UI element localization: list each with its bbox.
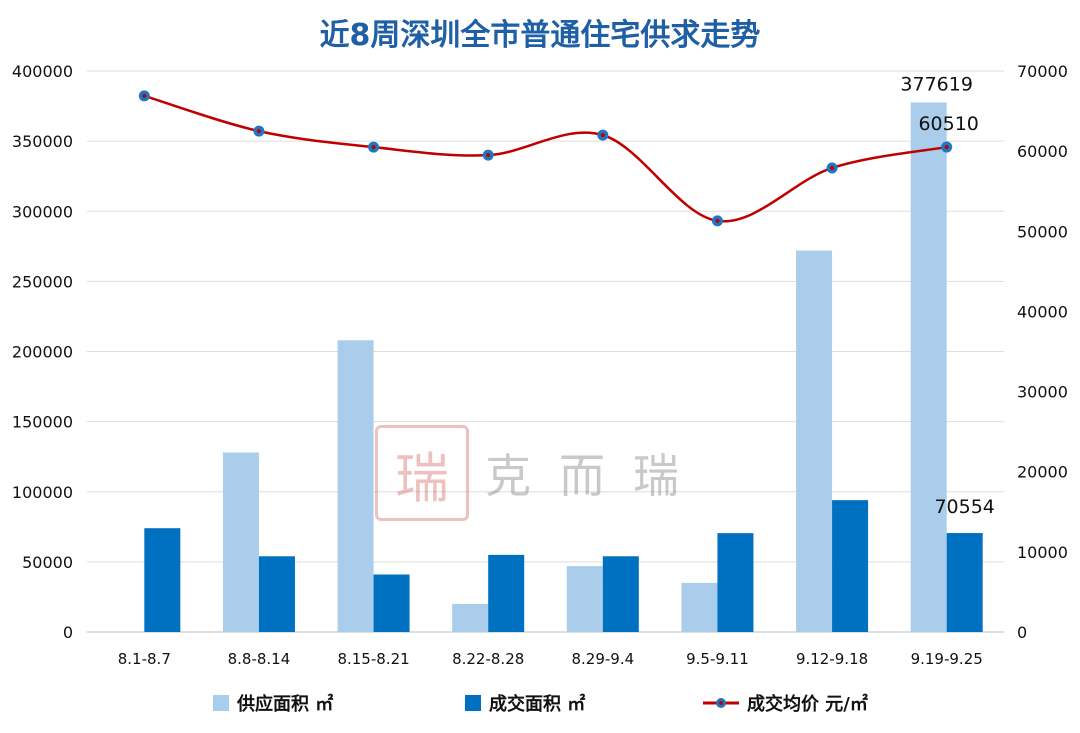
deal-bar [946,533,983,632]
deal-bar [602,556,639,632]
deal-bar [144,528,181,632]
right-axis-tick-label: 70000 [1017,62,1068,81]
deal-bar [488,554,525,632]
supply-bar [796,250,833,632]
left-axis-tick-label: 400000 [12,62,73,81]
legend-swatch [465,695,481,711]
price-point-center [600,133,605,138]
right-axis-tick-label: 30000 [1017,383,1068,402]
x-axis-tick-label: 9.5-9.11 [686,650,749,668]
deal-bar [717,533,754,632]
supply-bar [222,452,259,632]
watermark: 瑞 克而瑞 [375,425,707,521]
legend-label: 供应面积 ㎡ [237,694,334,715]
x-axis-tick-label: 8.29-9.4 [571,650,634,668]
x-axis-tick-label: 8.15-8.21 [337,650,409,668]
x-axis-tick-label: 8.1-8.7 [118,650,171,668]
right-axis-tick-label: 10000 [1017,543,1068,562]
data-label-supply: 377619 [900,73,973,95]
watermark-text: 克而瑞 [485,449,707,503]
deal-bar [258,556,295,632]
price-point-center [944,145,949,150]
data-label-price: 60510 [918,113,978,135]
legend-item-supply: 供应面积 ㎡ [213,690,333,716]
left-axis-tick-label: 200000 [12,343,73,362]
data-label-deal: 70554 [934,496,994,518]
price-point-center [371,145,376,150]
right-axis-tick-label: 50000 [1017,222,1068,241]
legend-item-deal: 成交面积 ㎡ [465,690,585,716]
legend-label: 成交面积 ㎡ [489,694,586,715]
supply-bar [681,582,718,632]
deal-bar [373,574,410,632]
left-axis-tick-label: 300000 [12,202,73,221]
price-line [143,94,947,223]
deal-bar [832,500,869,632]
left-axis-tick-label: 150000 [12,413,73,432]
price-point-center [715,218,720,223]
left-axis-tick-label: 100000 [12,483,73,502]
x-axis-tick-label: 8.22-8.28 [452,650,524,668]
right-axis-tick-label: 20000 [1017,463,1068,482]
price-point-center [142,93,147,98]
legend-label: 成交均价 元/㎡ [747,694,868,715]
price-point-center [256,129,261,134]
legend-swatch [213,695,229,711]
right-axis-tick-label: 60000 [1017,142,1068,161]
supply-bar [566,566,603,632]
price-point-center [486,153,491,158]
price-point-center [830,165,835,170]
supply-bar [910,102,947,633]
legend-line-marker-icon [703,698,739,708]
right-axis-tick-label: 0 [1017,623,1027,642]
left-axis-tick-label: 250000 [12,272,73,291]
legend-item-price: 成交均价 元/㎡ [703,690,868,716]
x-axis-tick-label: 8.8-8.14 [228,650,291,668]
chart-title: 近8周深圳全市普通住宅供求走势 [319,18,761,53]
x-axis-tick-label: 9.12-9.18 [796,650,868,668]
watermark-seal-logo: 瑞 [375,425,469,521]
supply-bar [452,603,489,632]
right-axis-tick-label: 40000 [1017,302,1068,321]
supply-bar [337,340,374,632]
left-axis-tick-label: 50000 [22,553,73,572]
left-axis-tick-label: 350000 [12,132,73,151]
left-axis-tick-label: 0 [63,623,73,642]
x-axis-tick-label: 9.19-9.25 [911,650,983,668]
